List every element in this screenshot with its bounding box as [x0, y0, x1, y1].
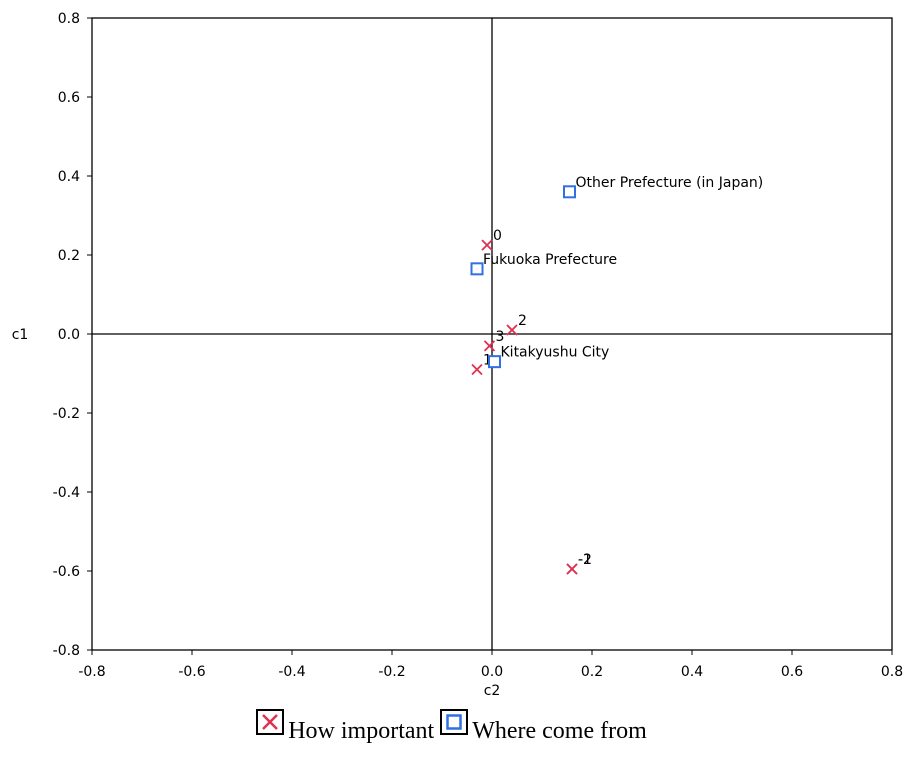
point-label: -2	[578, 552, 592, 568]
x-axis-label: c2	[484, 683, 501, 699]
y-axis-label: c1	[12, 327, 29, 343]
square-marker-point	[470, 262, 484, 276]
x-marker-stroke	[506, 324, 518, 336]
x-tick-label: -0.8	[78, 664, 105, 680]
x-tick-label: 0.8	[881, 664, 903, 680]
y-tick-label: -0.4	[53, 485, 80, 501]
x-marker-stroke	[566, 563, 578, 575]
point-label: 3	[496, 329, 505, 345]
y-tick-label: 0.8	[58, 11, 80, 27]
point-label: Kitakyushu City	[501, 345, 610, 361]
legend-label-where-come-from: Where come from	[472, 718, 647, 744]
y-tick-label: 0.2	[58, 248, 80, 264]
x-tick-label: 0.6	[781, 664, 803, 680]
point-label: 0	[493, 228, 502, 244]
legend: How important Where come from	[0, 709, 903, 745]
square-marker-icon	[440, 709, 469, 735]
y-tick-label: 0.4	[58, 169, 80, 185]
y-tick-label: -0.2	[53, 406, 80, 422]
x-tick-label: 0.4	[681, 664, 703, 680]
x-marker-icon	[256, 709, 285, 735]
x-marker-point	[566, 563, 578, 575]
x-tick-label: 0.0	[481, 664, 503, 680]
scatter-chart: -0.8 -0.6 -0.4 -0.2 0.0 0.2 0.4 0.6 0.8 0.8 0.6 0.4…	[12, 11, 903, 699]
x-marker-stroke	[471, 363, 483, 376]
point-label: Fukuoka Prefecture	[483, 252, 617, 268]
legend-label-how-important: How important	[288, 718, 435, 744]
y-tick-label: 0.0	[58, 327, 80, 343]
point-label: 2	[518, 313, 527, 329]
legend-item-how-important: How important	[256, 709, 435, 745]
x-marker-point	[506, 324, 518, 336]
y-tick-label: -0.6	[53, 564, 80, 580]
x-tick-label: 0.2	[581, 664, 603, 680]
square-marker-point	[563, 185, 576, 199]
x-tick-label: -0.6	[178, 664, 205, 680]
x-marker-point	[481, 239, 493, 251]
point-label: Other Prefecture (in Japan)	[576, 175, 764, 191]
legend-item-where-come-from: Where come from	[440, 709, 647, 745]
y-tick-label: 0.6	[58, 90, 80, 106]
x-marker-stroke	[481, 239, 493, 251]
x-tick-label: -0.4	[278, 664, 305, 680]
x-tick-label: -0.2	[378, 664, 405, 680]
y-tick-label: -0.8	[53, 643, 80, 659]
x-marker-stroke	[483, 340, 496, 352]
x-marker-point	[483, 340, 496, 352]
x-marker-point	[471, 363, 483, 376]
point-label: 1	[483, 353, 492, 369]
point-label: -1	[578, 552, 592, 568]
square-marker-point	[488, 355, 501, 369]
